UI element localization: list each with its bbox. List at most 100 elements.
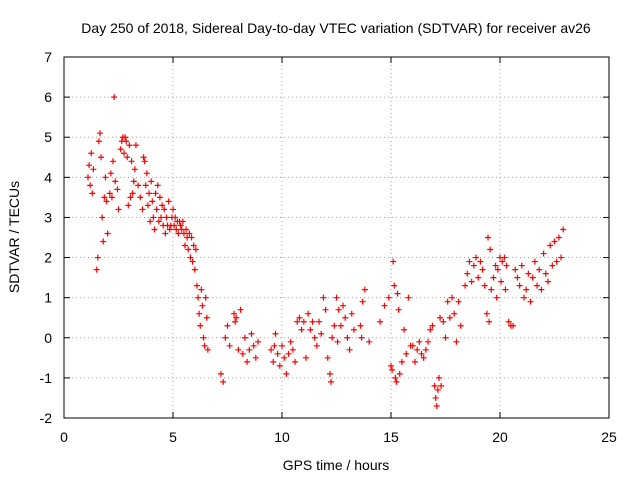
data-point <box>292 358 299 365</box>
data-point <box>516 282 523 289</box>
data-point <box>200 334 207 341</box>
data-point <box>231 310 238 317</box>
data-point <box>395 306 402 313</box>
data-point <box>114 186 121 193</box>
y-tick-label: 7 <box>44 49 52 65</box>
data-point <box>166 226 173 233</box>
data-point <box>470 262 477 269</box>
data-point <box>128 158 135 165</box>
data-point <box>558 254 565 261</box>
x-tick-label: 25 <box>601 429 617 445</box>
data-point <box>307 326 314 333</box>
data-point <box>296 314 303 321</box>
data-point <box>106 190 113 197</box>
data-point <box>433 402 440 409</box>
data-point <box>316 318 323 325</box>
data-point <box>155 218 162 225</box>
data-point <box>161 206 168 213</box>
x-tick-label: 0 <box>60 429 68 445</box>
data-point <box>518 262 525 269</box>
data-point <box>193 282 200 289</box>
data-point <box>487 246 494 253</box>
data-point <box>156 194 163 201</box>
data-point <box>131 166 138 173</box>
data-point <box>446 314 453 321</box>
data-point <box>512 266 519 273</box>
data-point <box>329 334 336 341</box>
data-point <box>88 150 95 157</box>
data-point <box>346 346 353 353</box>
data-point <box>90 166 97 173</box>
data-point <box>479 266 486 273</box>
data-point <box>536 266 543 273</box>
data-point <box>466 258 473 265</box>
data-point <box>115 206 122 213</box>
data-point <box>170 206 176 213</box>
data-point <box>502 286 509 293</box>
data-point <box>87 182 94 189</box>
data-point <box>268 346 275 353</box>
data-point <box>120 150 127 157</box>
data-point <box>311 334 318 341</box>
y-tick-label: 5 <box>44 129 52 145</box>
data-point <box>112 178 119 185</box>
data-point <box>96 130 103 137</box>
data-point <box>276 362 283 369</box>
data-point <box>270 358 277 365</box>
data-point <box>149 198 156 205</box>
data-point <box>542 270 549 277</box>
data-point <box>86 162 93 169</box>
data-point <box>340 302 347 309</box>
data-point <box>409 342 416 349</box>
data-point <box>544 278 551 285</box>
data-point <box>560 226 567 233</box>
data-point <box>250 342 257 349</box>
data-point <box>324 354 331 361</box>
data-point <box>411 358 418 365</box>
data-point <box>141 158 148 165</box>
data-point <box>198 286 205 293</box>
data-point <box>342 314 349 321</box>
data-point <box>135 182 142 189</box>
data-point <box>203 314 210 321</box>
data-point <box>123 138 130 145</box>
data-point <box>84 174 91 181</box>
data-point <box>431 382 438 389</box>
data-point <box>248 330 255 337</box>
data-point <box>95 138 102 145</box>
data-point <box>494 266 501 273</box>
data-point <box>305 310 312 317</box>
data-point <box>427 326 434 333</box>
data-point <box>483 310 490 317</box>
data-point <box>241 334 248 341</box>
data-point <box>197 322 204 329</box>
data-point <box>429 322 436 329</box>
data-point <box>490 274 497 281</box>
data-point <box>320 294 327 301</box>
data-point <box>217 370 224 377</box>
x-tick-label: 5 <box>169 429 177 445</box>
data-point <box>451 310 458 317</box>
data-point <box>534 282 541 289</box>
data-point <box>437 314 444 321</box>
data-point <box>140 154 147 161</box>
data-point <box>89 190 96 197</box>
data-point <box>357 322 364 329</box>
data-point <box>129 190 136 197</box>
data-point <box>154 182 161 189</box>
chart-title: Day 250 of 2018, Sidereal Day-to-day VTE… <box>81 20 591 36</box>
data-point <box>322 306 329 313</box>
data-point <box>183 226 190 233</box>
data-point <box>525 270 532 277</box>
data-point <box>488 286 495 293</box>
data-point <box>252 354 259 361</box>
data-point <box>481 282 488 289</box>
data-point <box>553 258 560 265</box>
x-tick-labels: 0 5 10 15 20 25 <box>60 429 617 445</box>
data-point <box>498 278 505 285</box>
data-point <box>390 258 397 265</box>
data-point <box>486 318 493 325</box>
data-point <box>331 322 338 329</box>
data-point <box>124 154 131 161</box>
data-point <box>432 394 439 401</box>
